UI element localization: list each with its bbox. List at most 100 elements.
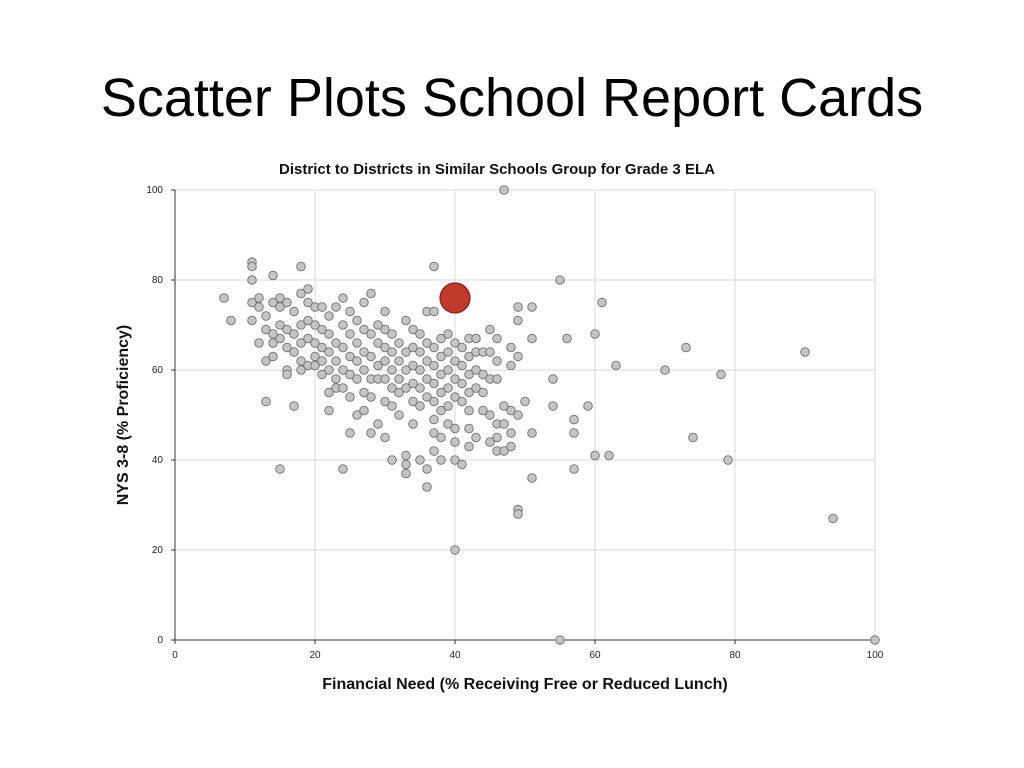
data-point [380, 324, 390, 335]
data-point [415, 455, 425, 465]
data-point [324, 347, 334, 357]
data-point [352, 315, 362, 326]
data-point [492, 356, 502, 366]
data-point [282, 297, 292, 308]
data-point [506, 405, 516, 416]
data-point [723, 455, 733, 465]
data-point [366, 288, 376, 299]
data-point [408, 419, 418, 429]
data-point [415, 383, 425, 393]
data-point [436, 432, 446, 443]
data-point [387, 365, 397, 375]
data-point [415, 329, 425, 339]
data-point [401, 347, 411, 357]
data-point [422, 338, 432, 348]
data-point [310, 320, 320, 330]
data-point [429, 261, 439, 272]
data-point [569, 464, 579, 474]
data-point [289, 347, 299, 357]
data-point [268, 351, 278, 362]
data-point [303, 297, 313, 308]
y-tick-label: 20 [152, 545, 164, 556]
data-point [345, 329, 355, 339]
data-point [555, 635, 565, 645]
data-point [443, 401, 453, 411]
data-point [324, 365, 334, 375]
data-point [401, 459, 411, 470]
data-point [611, 360, 621, 371]
data-point [436, 387, 446, 398]
data-point [338, 383, 348, 393]
data-point [583, 401, 593, 411]
data-point [443, 365, 453, 375]
data-point [380, 374, 390, 384]
data-point [317, 342, 327, 353]
data-point [688, 432, 698, 443]
data-point [562, 333, 572, 344]
data-point [387, 455, 397, 465]
data-point [331, 302, 341, 312]
data-point [352, 410, 362, 420]
data-point [268, 338, 278, 348]
data-point [485, 410, 495, 420]
data-point [268, 270, 278, 281]
data-point [681, 342, 691, 353]
data-point [436, 455, 446, 465]
data-point [443, 383, 453, 393]
data-point [506, 441, 516, 452]
data-point [275, 320, 285, 330]
data-point [485, 437, 495, 447]
data-point [345, 306, 355, 317]
data-point [247, 261, 257, 272]
data-point [324, 329, 334, 339]
data-point [254, 338, 264, 348]
data-point [289, 329, 299, 339]
data-point [870, 635, 880, 645]
data-point [450, 423, 460, 434]
gridlines [174, 189, 876, 641]
slide-title: Scatter Plots School Report Cards [100, 68, 924, 128]
data-point [401, 365, 411, 375]
data-point [492, 432, 502, 443]
data-point [317, 369, 327, 380]
data-point [359, 347, 369, 357]
data-point [261, 311, 271, 321]
data-point [352, 356, 362, 366]
data-point [527, 473, 537, 483]
data-point [436, 405, 446, 416]
data-point [520, 396, 530, 407]
data-point [422, 464, 432, 474]
data-point [443, 419, 453, 429]
y-axis-label: NYS 3-8 (% Proficiency) [115, 325, 132, 506]
data-point [275, 464, 285, 474]
data-point [373, 419, 383, 429]
data-point [555, 275, 565, 285]
data-point [569, 428, 579, 438]
data-point [422, 392, 432, 402]
data-point [485, 324, 495, 335]
data-point [366, 428, 376, 438]
data-point [338, 320, 348, 330]
data-point [352, 374, 362, 384]
data-point [450, 356, 460, 366]
data-point [527, 302, 537, 312]
data-point [569, 414, 579, 425]
data-point [296, 365, 306, 375]
data-point [548, 374, 558, 384]
data-point [373, 338, 383, 348]
data-point [296, 288, 306, 299]
y-tick-label: 80 [152, 275, 164, 286]
data-point [394, 387, 404, 398]
data-point [401, 315, 411, 326]
data-point [499, 419, 509, 429]
data-point [380, 396, 390, 407]
data-point [394, 374, 404, 384]
data-point [289, 401, 299, 411]
data-point [604, 450, 614, 461]
data-point [436, 369, 446, 380]
data-point [324, 311, 334, 321]
data-point [429, 360, 439, 371]
data-point [394, 410, 404, 420]
x-tick-label: 60 [589, 650, 601, 661]
data-point [429, 306, 439, 317]
